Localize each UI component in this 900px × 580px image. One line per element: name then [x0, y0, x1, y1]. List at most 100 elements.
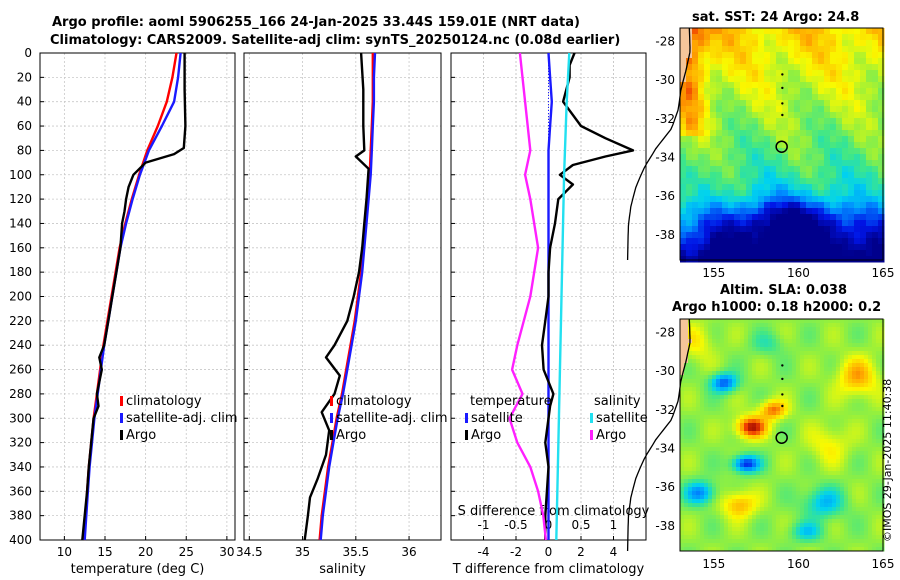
sla_map-cell	[744, 387, 749, 392]
sla_map-cell	[808, 407, 813, 412]
sst_map-cell	[824, 28, 831, 35]
sla_map-cell	[752, 547, 757, 552]
sst_map-cell	[788, 52, 795, 59]
sla_map-cell	[840, 451, 845, 456]
sst_map-cell	[782, 82, 789, 89]
sst_map-cell	[836, 208, 843, 215]
sla_map-cell	[792, 475, 797, 480]
sst_map-cell	[806, 64, 813, 71]
sla_map-cell	[752, 451, 757, 456]
sst_map-cell	[746, 100, 753, 107]
sla_map-cell	[684, 519, 689, 524]
sla_map-cell	[712, 475, 717, 480]
sla_map-cell	[844, 539, 849, 544]
sst_map-cell	[860, 238, 867, 245]
sla_map-cell	[760, 535, 765, 540]
sla_map-cell	[836, 499, 841, 504]
sla_map-cell	[712, 487, 717, 492]
sst_map-cell	[872, 88, 879, 95]
sla_map-cell	[876, 319, 881, 324]
sla_map-cell	[808, 327, 813, 332]
sst_map-cell	[680, 154, 687, 161]
sla_map-cell	[828, 435, 833, 440]
sla_map-cell	[852, 387, 857, 392]
sla_map-cell	[740, 395, 745, 400]
sla_map-cell	[816, 499, 821, 504]
sla_map-cell	[812, 411, 817, 416]
sst_map-cell	[872, 256, 879, 263]
sla_map-cell	[692, 531, 697, 536]
sla_map-cell	[764, 335, 769, 340]
sla_map-cell	[860, 423, 865, 428]
sst_map-cell	[764, 46, 771, 53]
sla_map-cell	[852, 407, 857, 412]
sla_map-cell	[860, 391, 865, 396]
sla_map-cell	[768, 367, 773, 372]
sla_map-cell	[796, 403, 801, 408]
copyright-stamp-text: ©IMOS 29-Jan-2025 11:40:38	[881, 379, 894, 542]
sla_map-cell	[780, 319, 785, 324]
sst_map-cell	[776, 142, 783, 149]
sst_map-ytick-label: -38	[655, 228, 675, 242]
sla_map-cell	[876, 379, 881, 384]
sla_map-cell	[832, 399, 837, 404]
sla_map-cell	[808, 447, 813, 452]
sla_map-cell	[784, 423, 789, 428]
sst_map-cell	[710, 130, 717, 137]
sst_map-cell	[740, 130, 747, 137]
sst_map-cell	[764, 118, 771, 125]
sla_map-cell	[840, 319, 845, 324]
sst_map-cell	[710, 142, 717, 149]
sla_map-cell	[840, 467, 845, 472]
sst_map-cell	[764, 214, 771, 221]
sla_map-cell	[768, 339, 773, 344]
sst_map-cell	[698, 34, 705, 41]
sst_map-cell	[722, 142, 729, 149]
sla_map-cell	[736, 543, 741, 548]
sst_map-cell	[680, 244, 687, 251]
sst_map-cell	[788, 82, 795, 89]
sla_map-cell	[744, 419, 749, 424]
sst_map-cell	[752, 70, 759, 77]
sla_map-cell	[828, 415, 833, 420]
sla_map-cell	[744, 463, 749, 468]
sst_map-cell	[764, 52, 771, 59]
sst_map-cell	[728, 100, 735, 107]
sla_map-cell	[852, 539, 857, 544]
sla_map-cell	[860, 367, 865, 372]
sst_map-cell	[848, 76, 855, 83]
sla_map-cell	[868, 399, 873, 404]
sla_map-cell	[856, 547, 861, 552]
sla_map-cell	[852, 511, 857, 516]
sla_map-cell	[848, 399, 853, 404]
sla_map-cell	[804, 531, 809, 536]
sla_map-cell	[764, 399, 769, 404]
sla_map-cell	[740, 499, 745, 504]
sla_map-cell	[824, 451, 829, 456]
sla_map-cell	[852, 395, 857, 400]
sla_map-cell	[816, 455, 821, 460]
sla_map-cell	[840, 411, 845, 416]
sst_map-cell	[794, 70, 801, 77]
sla_map-cell	[816, 407, 821, 412]
sla_map-cell	[864, 407, 869, 412]
sla_map-cell	[864, 463, 869, 468]
sla_map-cell	[772, 419, 777, 424]
sla_map-cell	[704, 379, 709, 384]
sst_map-cell	[812, 202, 819, 209]
sla_map-cell	[716, 375, 721, 380]
sst_map-cell	[698, 256, 705, 263]
sla_map-ytick-label: -36	[655, 480, 675, 494]
sla_map-cell	[736, 455, 741, 460]
temperature-ytick-label: 180	[9, 265, 32, 279]
sla_map-cell	[748, 395, 753, 400]
sla_map-cell	[776, 423, 781, 428]
sla_map-cell	[856, 523, 861, 528]
sst_map-cell	[716, 244, 723, 251]
sla_map-cell	[832, 475, 837, 480]
sla_map-cell	[688, 491, 693, 496]
sla_map-cell	[788, 367, 793, 372]
sla_map-cell	[796, 375, 801, 380]
sla_map-cell	[848, 351, 853, 356]
sla_map-cell	[820, 539, 825, 544]
